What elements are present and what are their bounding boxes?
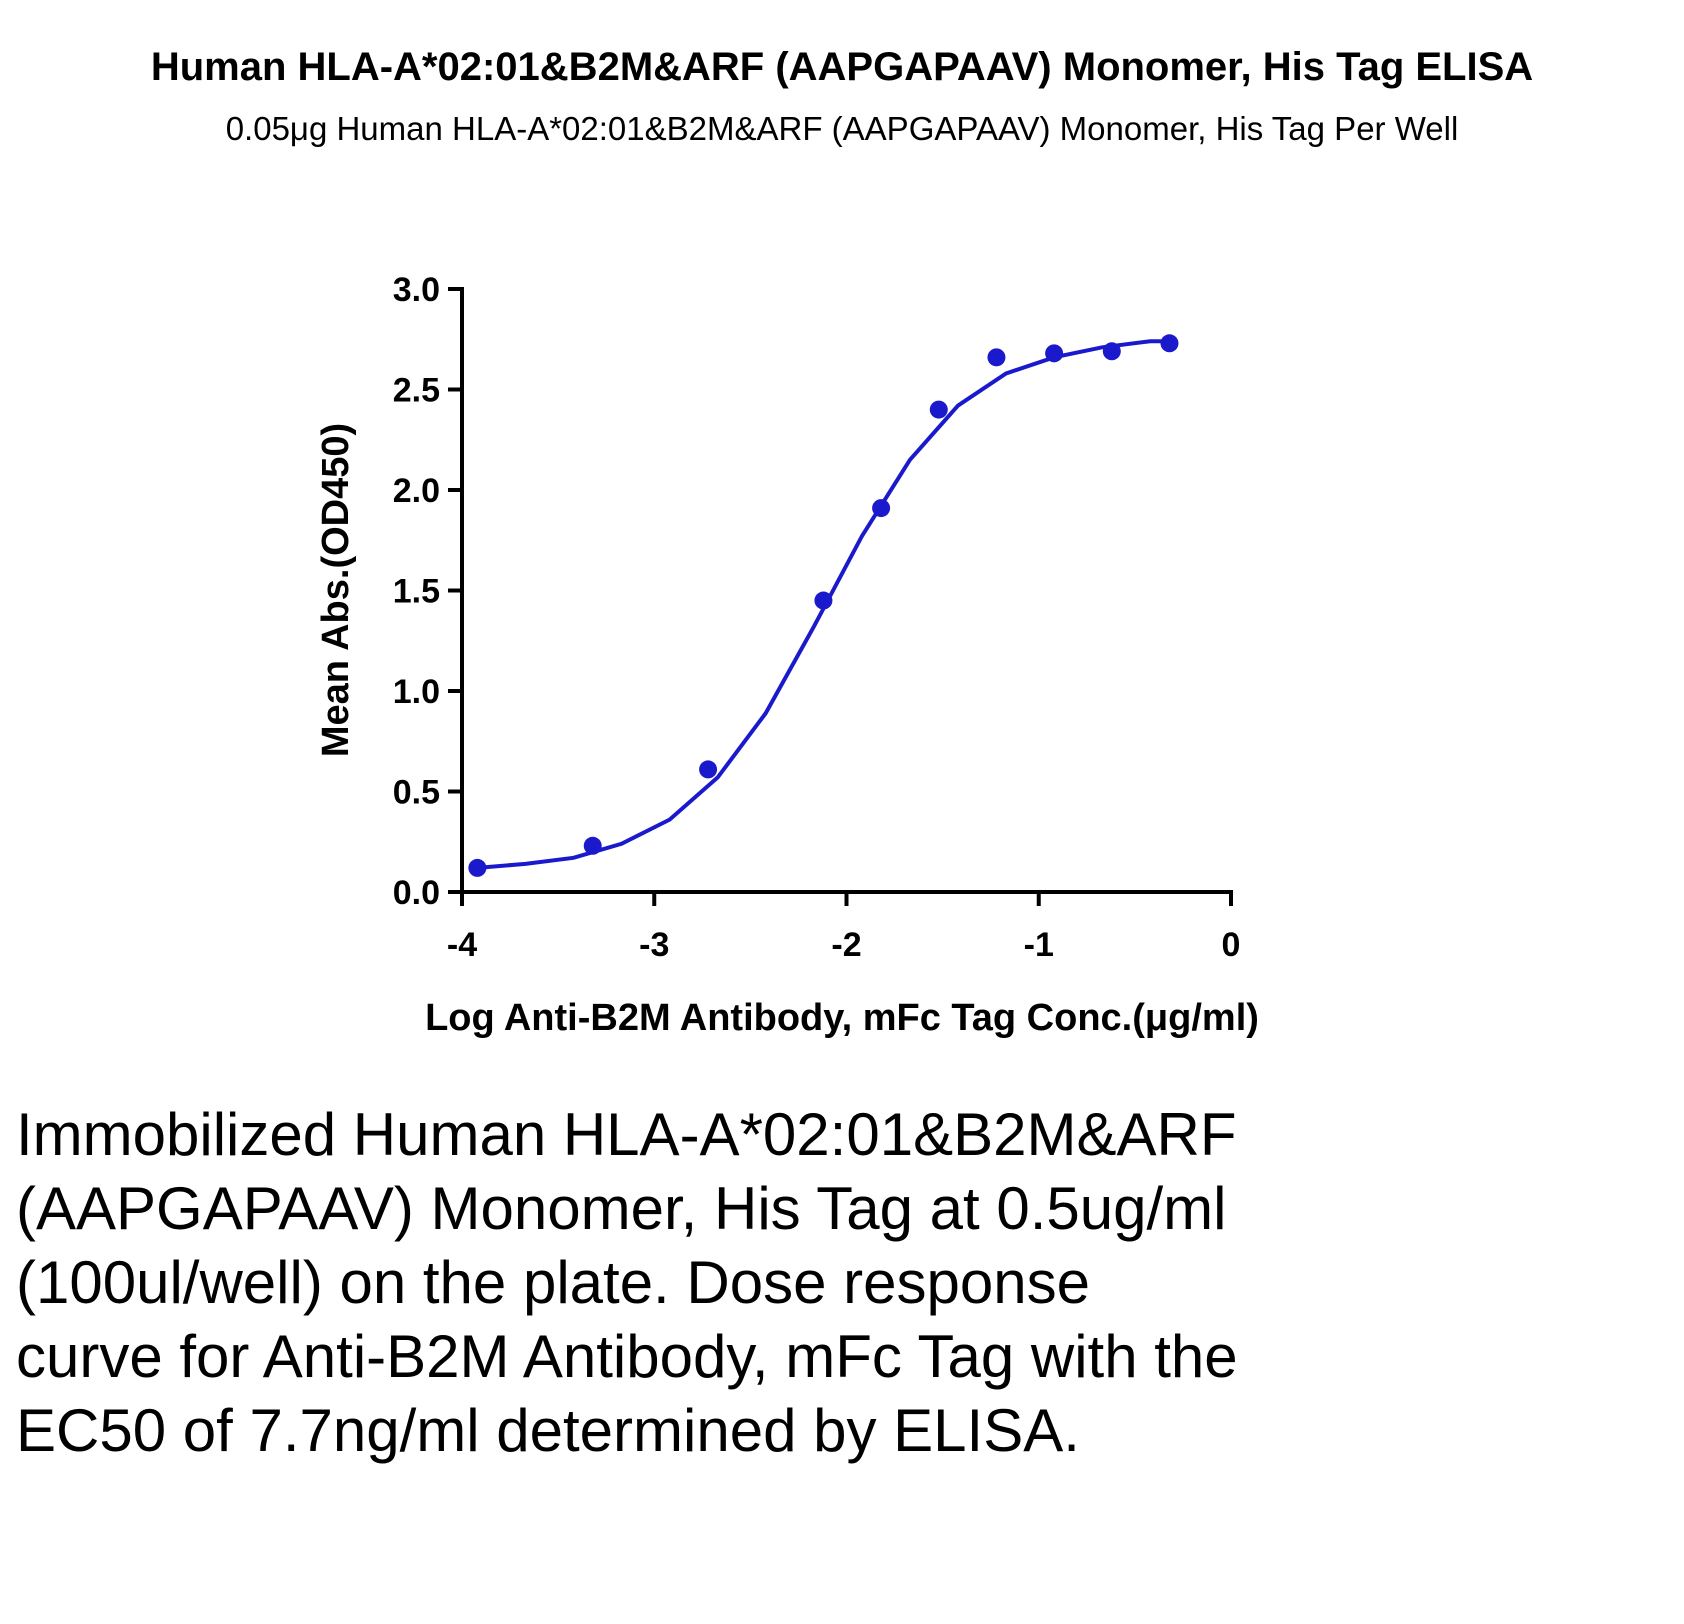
y-axis-label: Mean Abs.(OD450) bbox=[315, 423, 357, 757]
x-tick-label: -4 bbox=[447, 926, 477, 964]
x-tick-label: -2 bbox=[831, 926, 861, 964]
y-tick-label: 0.0 bbox=[393, 874, 440, 912]
y-tick-label: 2.5 bbox=[393, 372, 440, 410]
data-point bbox=[987, 348, 1006, 367]
chart: Human HLA-A*02:01&B2M&ARF (AAPGAPAAV) Mo… bbox=[151, 45, 1533, 1039]
x-tick-label: 0 bbox=[1222, 926, 1241, 964]
x-tick-label: -3 bbox=[639, 926, 669, 964]
data-point bbox=[929, 400, 948, 419]
x-tick-label: -1 bbox=[1024, 926, 1054, 964]
data-point bbox=[1160, 334, 1179, 353]
chart-title: Human HLA-A*02:01&B2M&ARF (AAPGAPAAV) Mo… bbox=[151, 45, 1533, 89]
y-tick-label: 1.5 bbox=[393, 573, 440, 611]
fit-curve bbox=[477, 339, 1174, 870]
y-tick-label: 0.5 bbox=[393, 774, 440, 812]
chart-subtitle: 0.05μg Human HLA-A*02:01&B2M&ARF (AAPGAP… bbox=[226, 110, 1459, 147]
data-point bbox=[699, 760, 718, 779]
y-tick-label: 3.0 bbox=[393, 271, 440, 309]
description: Immobilized Human HLA-A*02:01&B2M&ARF (A… bbox=[16, 1101, 1238, 1464]
x-axis-label: Log Anti-B2M Antibody, mFc Tag Conc.(μg/… bbox=[425, 997, 1259, 1039]
y-tick-label: 1.0 bbox=[393, 673, 440, 711]
y-tick-label: 2.0 bbox=[393, 472, 440, 510]
